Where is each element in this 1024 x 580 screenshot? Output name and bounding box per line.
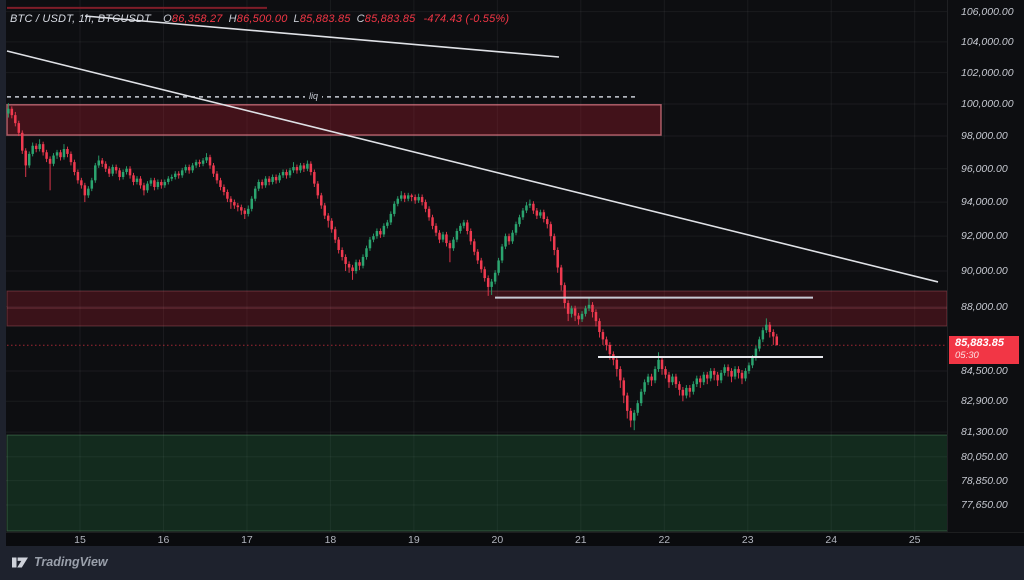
price-tick-label: 96,000.00 <box>961 162 1008 175</box>
price-tick-label: 82,900.00 <box>961 395 1008 408</box>
time-tick-label: 17 <box>241 534 253 546</box>
time-axis[interactable]: 15 16 17 18 19 20 21 22 23 24 25 <box>0 532 1024 547</box>
time-tick-label: 25 <box>908 534 921 546</box>
time-tick-label: 18 <box>324 534 337 546</box>
symbol-title[interactable]: BTC / USDT, 1h, BTCUSDT <box>10 13 152 25</box>
price-tick-label: 98,000.00 <box>961 130 1008 143</box>
price-tick-label: 100,000.00 <box>961 98 1014 110</box>
left-chrome-strip <box>0 0 6 546</box>
time-tick-label: 24 <box>825 534 838 546</box>
time-tick-label: 15 <box>74 534 86 546</box>
liq-line-label[interactable]: liq <box>305 91 323 101</box>
close-value: 85,883.85 <box>364 13 416 25</box>
low-value: 85,883.85 <box>299 13 351 25</box>
price-tick-label: 77,650.00 <box>961 498 1008 511</box>
candlestick-chart[interactable] <box>0 0 947 532</box>
price-tick-label: 106,000.00 <box>961 5 1014 18</box>
close-key: C <box>356 13 365 25</box>
open-value: 86,358.27 <box>171 13 223 25</box>
tradingview-brand-text: TradingView <box>34 555 108 569</box>
high-value: 86,500.00 <box>236 13 288 25</box>
time-tick-label: 22 <box>658 534 671 546</box>
time-tick-label: 19 <box>408 534 420 546</box>
price-tick-label: 88,000.00 <box>961 300 1008 313</box>
low-key: L <box>293 13 300 25</box>
high-key: H <box>228 13 237 25</box>
chart-pane[interactable]: BTC / USDT, 1h, BTCUSDT O86,358.27 H86,500… <box>0 0 947 532</box>
symbol-ohlc-legend[interactable]: BTC / USDT, 1h, BTCUSDT O86,358.27 H86,500… <box>10 13 509 25</box>
price-tick-label: 78,850.00 <box>961 474 1008 487</box>
time-tick-label: 21 <box>574 534 587 546</box>
price-tick-label: 92,000.00 <box>961 230 1008 243</box>
price-tick-label: 102,000.00 <box>961 66 1014 79</box>
time-tick-label: 16 <box>157 534 170 546</box>
bar-countdown: 05:30 <box>955 349 979 361</box>
price-tick-label: 104,000.00 <box>961 35 1014 48</box>
price-tick-label: 81,300.00 <box>961 426 1008 439</box>
time-tick-label: 23 <box>741 534 754 546</box>
footer-bar: TradingView <box>0 546 1024 580</box>
time-tick-label: 20 <box>491 534 504 546</box>
price-tick-label: 94,000.00 <box>961 196 1008 209</box>
price-axis[interactable]: 85,883.85 05:30 106,000.00 104,000.00 102,… <box>947 0 1024 532</box>
price-tick-label: 90,000.00 <box>961 265 1008 277</box>
price-tick-label: 80,050.00 <box>961 450 1008 463</box>
last-price-tag: 85,883.85 05:30 <box>949 335 1019 364</box>
price-tick-label: 84,500.00 <box>961 364 1008 377</box>
change-value: -474.43 (-0.55%) <box>423 13 510 25</box>
tradingview-mark-icon <box>12 557 28 567</box>
tradingview-logo[interactable]: TradingView <box>12 555 108 569</box>
open-key: O <box>163 13 172 25</box>
last-price-value: 85,883.85 <box>955 336 1004 349</box>
